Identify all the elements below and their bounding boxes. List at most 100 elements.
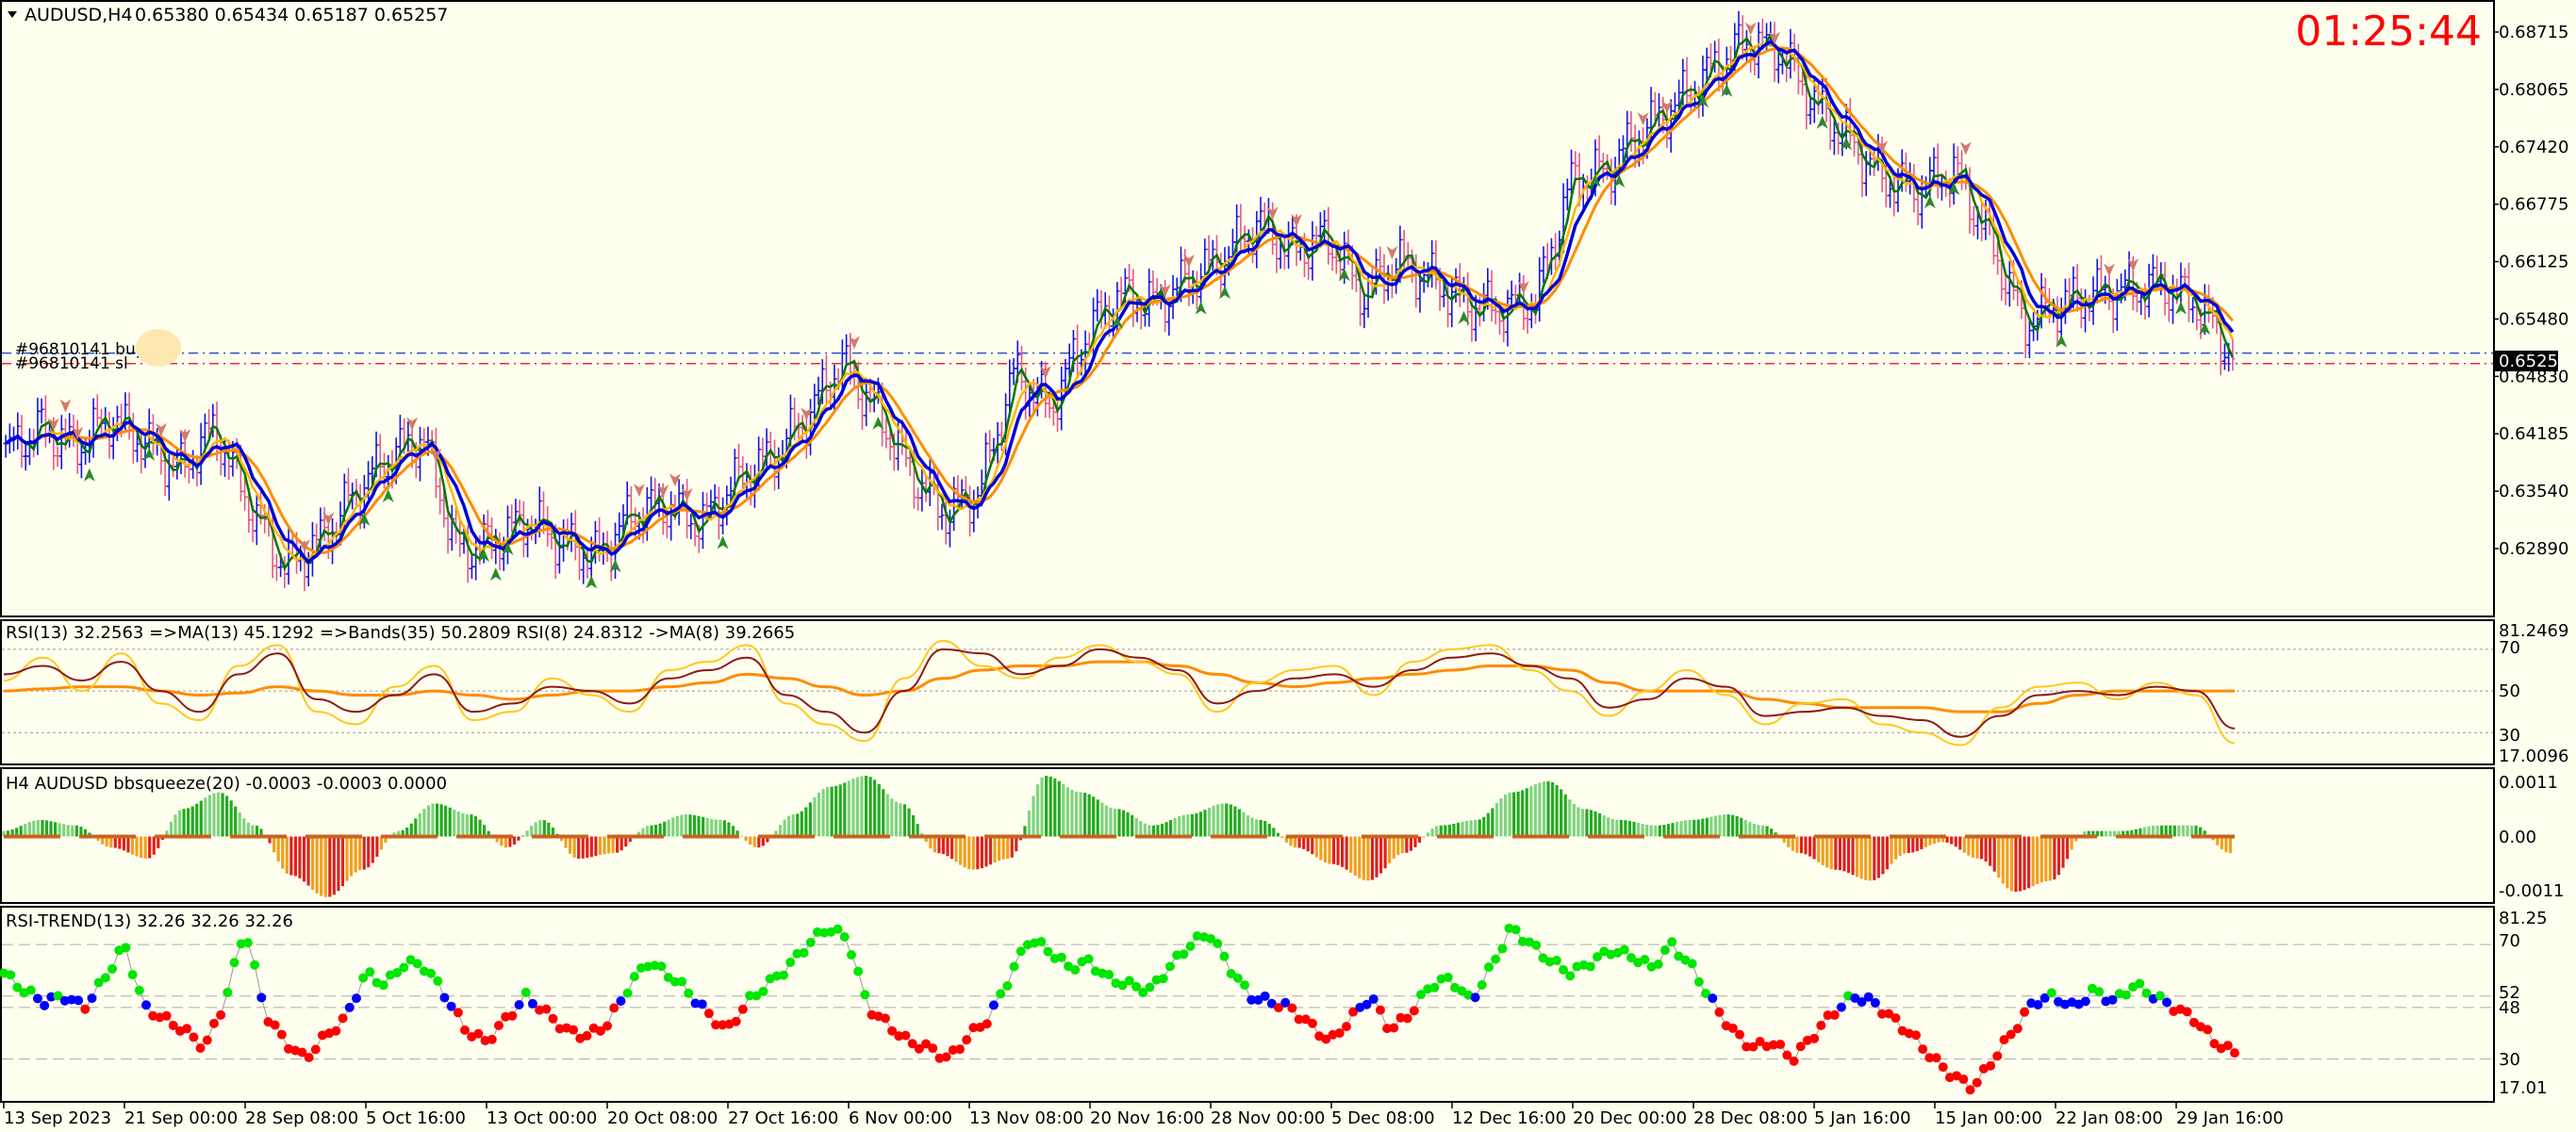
trend-dot — [1735, 1029, 1745, 1040]
trend-dot — [25, 985, 36, 995]
trend-dot — [1043, 946, 1053, 957]
sell-signal-arrow-icon — [179, 429, 191, 443]
trend-dot — [839, 931, 850, 942]
trend-dot — [2107, 994, 2118, 1005]
trend-dot — [1640, 955, 1650, 965]
sell-signal-arrow-icon — [298, 539, 310, 553]
trend-dot — [1307, 1018, 1317, 1028]
order-sl-label[interactable]: #96810141 sl — [15, 354, 128, 373]
trend-dot — [297, 1047, 307, 1058]
order-buy-label[interactable]: #96810141 buy — [15, 340, 145, 359]
order-drag-handle[interactable] — [136, 329, 181, 367]
trend-dot — [2006, 1029, 2016, 1040]
trend-dot — [127, 970, 138, 980]
trend-dot — [229, 958, 239, 968]
trend-dot — [541, 1004, 552, 1014]
trend-dot — [914, 1043, 924, 1054]
trend-dot — [1457, 986, 1467, 996]
trend-dot — [12, 982, 23, 993]
trend-dot — [1986, 1060, 1996, 1071]
trend-dot — [1708, 993, 1718, 1004]
sell-signal-arrow-icon — [849, 336, 861, 350]
time-tick-label: 12 Dec 16:00 — [1452, 1108, 1566, 1128]
trend-dot — [134, 985, 144, 995]
sell-signal-arrow-icon — [72, 426, 84, 440]
trend-dot — [1653, 960, 1663, 970]
trend-dot — [208, 1018, 219, 1028]
buy-signal-arrow-icon — [489, 567, 502, 582]
trend-dot — [928, 1043, 938, 1054]
ohlc-readout: 0.65380 0.65434 0.65187 0.65257 — [135, 5, 448, 25]
trend-dot — [1334, 1028, 1345, 1039]
ma-mid-line — [5, 42, 2235, 562]
trend-dot — [860, 990, 870, 1000]
symbol-menu-triangle-icon[interactable] — [8, 11, 17, 18]
trend-dot — [569, 1025, 579, 1035]
trend-dot — [2182, 1007, 2192, 1017]
trend-dot — [1992, 1051, 2003, 1061]
trend-dot — [1232, 973, 1243, 983]
main-chart-frame — [0, 0, 2495, 617]
trend-dot — [684, 988, 694, 998]
trend-dot — [1416, 990, 1427, 1000]
trend-dot — [1266, 998, 1277, 1009]
rsi-tick-label: 70 — [2499, 638, 2520, 658]
trend-dot — [921, 1039, 932, 1049]
trend-dot — [785, 957, 796, 967]
trend-dot — [1300, 1014, 1311, 1025]
sell-signal-arrow-icon — [1744, 22, 1757, 36]
trend-dot — [2046, 988, 2056, 998]
sell-signal-arrow-icon — [1517, 280, 1529, 294]
trend-dot — [622, 988, 633, 998]
trend-dot — [365, 967, 375, 977]
trend-dot — [1511, 925, 1521, 935]
trend-dot — [669, 976, 680, 987]
trend-dot — [1667, 937, 1677, 947]
trend-dot — [195, 1043, 206, 1054]
trend-dot — [900, 1030, 911, 1041]
trend-dot — [758, 986, 768, 996]
buy-signal-arrow-icon — [478, 549, 490, 563]
trend-dot — [460, 1025, 471, 1035]
trend-dot — [1795, 1042, 1806, 1052]
rsi-tick-label: 30 — [2499, 726, 2520, 746]
trend-dot — [2020, 1007, 2030, 1017]
squeeze-tick-label: -0.0011 — [2499, 881, 2564, 901]
trend-dot — [1382, 1024, 1393, 1034]
trend-dot — [1857, 997, 1867, 1008]
buy-signal-arrow-icon — [586, 575, 598, 589]
price-tick-label: 0.64185 — [2499, 424, 2568, 444]
time-tick-label: 13 Sep 2023 — [4, 1108, 111, 1128]
trend-dot — [2203, 1025, 2213, 1035]
trend-dot — [520, 987, 531, 997]
time-tick-label: 29 Jan 16:00 — [2176, 1108, 2284, 1128]
trend-dot — [426, 968, 437, 978]
trend-dot — [223, 987, 233, 997]
trend-dot — [907, 1039, 917, 1049]
trend-dot — [507, 1010, 518, 1021]
trend-dot — [677, 976, 687, 987]
price-tick-label: 0.66775 — [2499, 195, 2568, 215]
trend-dot — [121, 943, 131, 953]
trend-dot — [527, 998, 537, 1009]
trend-dot — [1145, 982, 1155, 993]
trend-dot — [1701, 988, 1711, 998]
trend-dot — [182, 1024, 192, 1034]
sell-signal-arrow-icon — [633, 484, 645, 498]
trend-dot — [1138, 988, 1148, 998]
trend-dot — [2188, 1017, 2199, 1027]
rsi13-line — [3, 648, 2236, 738]
trend-panel-label: RSI-TREND(13) 32.26 32.26 32.26 — [6, 911, 293, 931]
trend-dot — [1443, 972, 1453, 982]
trend-dot — [1294, 1014, 1304, 1025]
trend-dot — [1999, 1035, 2009, 1045]
trend-dot — [1117, 980, 1128, 991]
trend-dot — [1402, 1013, 1412, 1024]
trend-dot — [446, 1001, 456, 1011]
trend-dot — [1362, 999, 1372, 1009]
trend-dot — [250, 960, 260, 970]
rsi-tick-label: 17.0096 — [2499, 746, 2568, 766]
time-tick-label: 5 Jan 16:00 — [1814, 1108, 1911, 1128]
trend-dot — [53, 991, 63, 1001]
